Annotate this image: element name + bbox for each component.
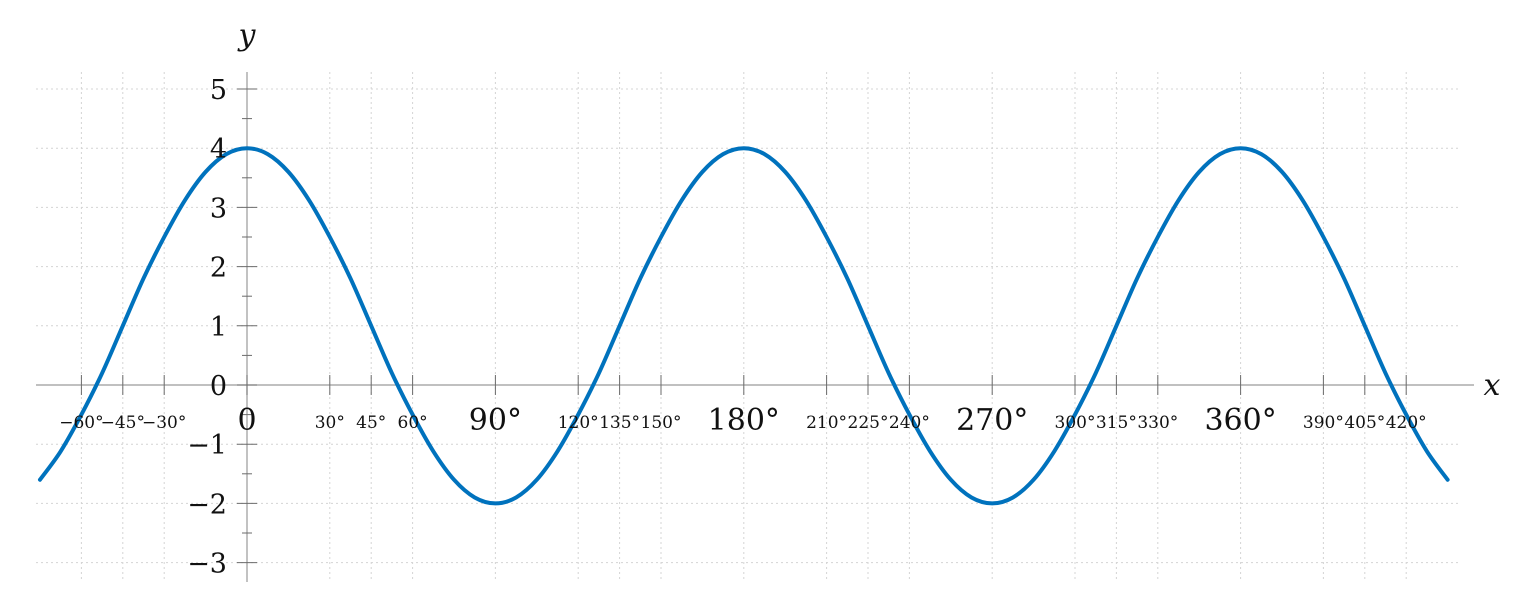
x-tick-label: 270° [956, 403, 1028, 438]
tick-labels: 5 4 3 2 1 0 −1 −2 −3 −60°−45°−30° 0 30° 45° 60° 90° 120… [59, 75, 1426, 580]
x-axis-label: x [1484, 368, 1501, 403]
series [38, 146, 1450, 506]
y-tick-label: 0 [210, 371, 227, 402]
x-tick-label: 180° [708, 403, 780, 438]
y-axis-label: y [237, 18, 257, 53]
x-tick-label: 30° [315, 413, 345, 433]
y-tick-label: 4 [210, 134, 227, 165]
x-tick-label: 150° [641, 413, 682, 433]
x-tick-label: 330° [1137, 413, 1178, 433]
x-tick-label: 135° [599, 413, 640, 433]
y-tick-label: −2 [187, 489, 227, 520]
x-tick-label: 390° [1303, 413, 1344, 433]
x-tick-label: 90° [469, 403, 522, 438]
y-tick-label: −1 [187, 430, 227, 461]
y-tick-label: 3 [210, 193, 227, 224]
x-tick-label: −30° [142, 413, 186, 433]
x-tick-label: 60° [398, 413, 428, 433]
series-line [38, 146, 1450, 506]
y-tick-label: 5 [210, 75, 227, 106]
x-tick-label: 405° [1344, 413, 1385, 433]
x-tick-label: −45° [101, 413, 145, 433]
x-tick-label: 360° [1204, 403, 1276, 438]
x-tick-label: 300° [1055, 413, 1096, 433]
axis-ticks [80, 88, 1407, 564]
x-tick-label: 240° [889, 413, 930, 433]
x-tick-label: 120° [558, 413, 599, 433]
x-tick-label: 0 [237, 403, 256, 438]
y-tick-label: −3 [187, 549, 227, 580]
x-tick-label: 45° [356, 413, 386, 433]
y-tick-label: 2 [210, 253, 227, 284]
x-tick-label: 225° [848, 413, 889, 433]
x-tick-label: −60° [59, 413, 103, 433]
x-tick-label: 420° [1386, 413, 1427, 433]
x-tick-label: 210° [806, 413, 847, 433]
x-tick-label: 315° [1096, 413, 1137, 433]
axes [36, 72, 1474, 582]
y-tick-label: 1 [210, 312, 227, 343]
